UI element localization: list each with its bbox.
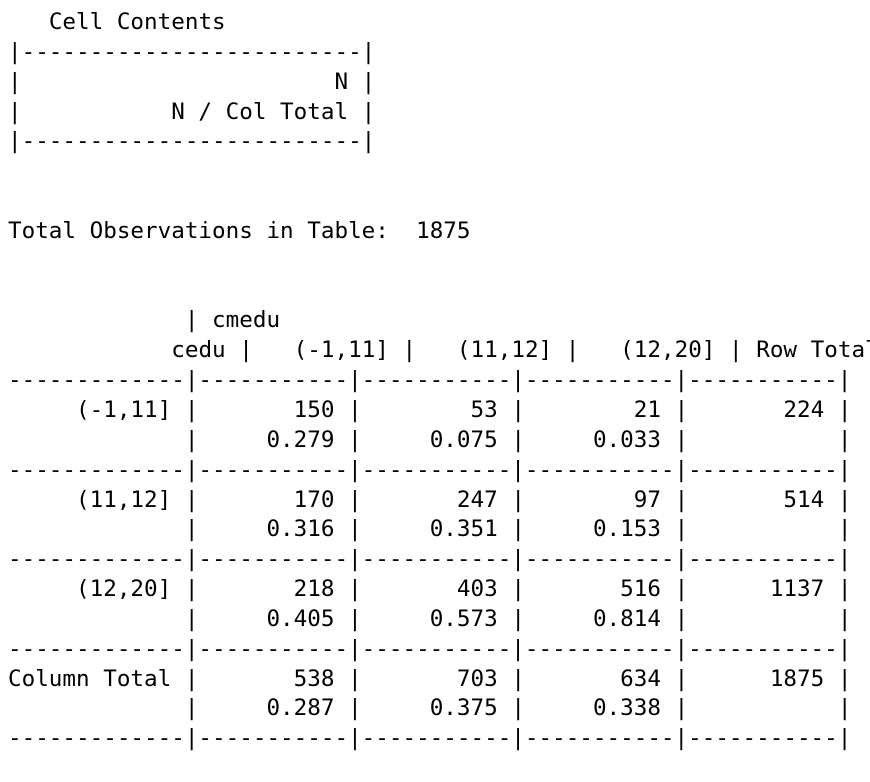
column-header: (-1,11] <box>252 337 389 364</box>
legend-line-ncol: | N / Col Total | <box>8 98 376 125</box>
cell-count: 150 <box>198 396 335 423</box>
row-total-value: 224 <box>688 396 825 423</box>
cell-proportion: 0.075 <box>361 426 498 453</box>
cell-count: 403 <box>361 576 498 603</box>
table-separator: -------------|-----------|-----------|--… <box>8 546 852 573</box>
row-total-value: 514 <box>688 486 825 513</box>
cell-count: 97 <box>524 486 661 513</box>
cell-proportion: 0.405 <box>198 605 335 632</box>
cell-count: 516 <box>524 576 661 603</box>
cell-count: 218 <box>198 576 335 603</box>
row-label: (-1,11] <box>8 396 172 423</box>
cell-count: 53 <box>361 396 498 423</box>
column-total-proportion: 0.338 <box>524 695 661 722</box>
blank-line <box>8 157 870 187</box>
blank-line <box>8 277 870 307</box>
legend-title: Cell Contents <box>48 9 226 35</box>
row-label: (11,12] <box>8 486 172 513</box>
column-header: (12,20] <box>579 337 716 364</box>
table-body: | cmedu cedu | (-1,11] | (11,12] | (12,2… <box>8 306 870 754</box>
cell-count: 170 <box>198 486 335 513</box>
grand-total-value: 1875 <box>688 665 825 692</box>
total-observations-line: Total Observations in Table: 1875 <box>8 217 870 247</box>
cell-count: 21 <box>524 396 661 423</box>
total-observations-label: Total Observations in Table: <box>8 217 389 244</box>
legend-border-top: |-------------------------| <box>8 38 376 65</box>
row-label: (12,20] <box>8 576 172 603</box>
column-variable-label: cmedu <box>212 307 281 334</box>
column-total-count: 538 <box>198 665 335 692</box>
cell-proportion: 0.153 <box>524 516 661 543</box>
cell-proportion: 0.351 <box>361 516 498 543</box>
column-total-proportion: 0.287 <box>198 695 335 722</box>
cell-proportion: 0.033 <box>524 426 661 453</box>
cell-proportion: 0.814 <box>524 605 661 632</box>
blank-line <box>8 187 870 217</box>
column-header: (11,12] <box>416 337 553 364</box>
row-total-header: Row Total <box>742 337 870 364</box>
table-separator: -------------|-----------|-----------|--… <box>8 367 852 394</box>
column-total-label: Column Total <box>8 665 172 692</box>
column-total-proportion: 0.375 <box>361 695 498 722</box>
table-separator: -------------|-----------|-----------|--… <box>8 456 852 483</box>
row-total-value: 1137 <box>688 576 825 603</box>
total-observations-value: 1875 <box>416 217 471 244</box>
cell-proportion: 0.316 <box>198 516 335 543</box>
column-total-count: 634 <box>524 665 661 692</box>
cell-count: 247 <box>361 486 498 513</box>
column-total-count: 703 <box>361 665 498 692</box>
cell-proportion: 0.573 <box>361 605 498 632</box>
legend-line-n: | N | <box>8 68 376 95</box>
legend-title-line: Cell Contents <box>8 8 870 38</box>
blank-line <box>8 247 870 277</box>
table-separator: -------------|-----------|-----------|--… <box>8 725 852 752</box>
legend-border-bottom: |-------------------------| <box>8 128 376 155</box>
cell-proportion: 0.279 <box>198 426 335 453</box>
row-variable-label: cedu <box>62 337 226 364</box>
table-separator: -------------|-----------|-----------|--… <box>8 635 852 662</box>
